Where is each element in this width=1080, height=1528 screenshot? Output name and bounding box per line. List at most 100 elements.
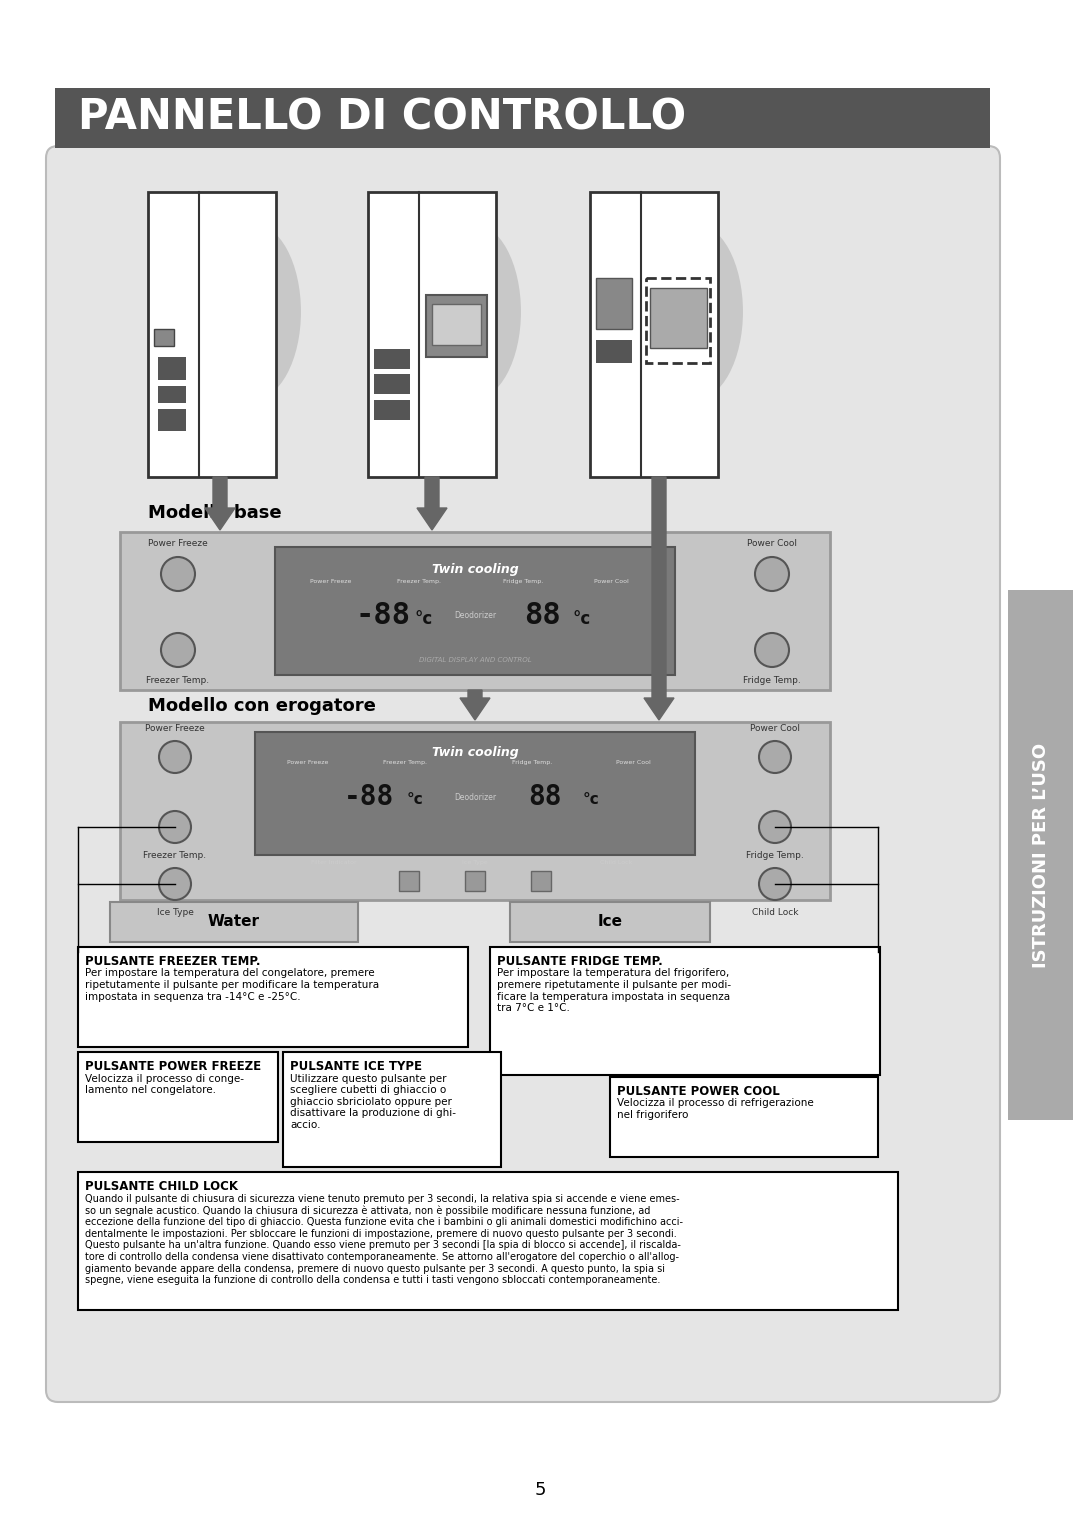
Text: Power Freeze: Power Freeze [145, 724, 205, 733]
Text: Per impostare la temperatura del congelatore, premere
ripetutamente il pulsante : Per impostare la temperatura del congela… [85, 969, 379, 1002]
Text: Fridge Temp.: Fridge Temp. [503, 579, 543, 584]
Text: Fridge Temp.: Fridge Temp. [743, 675, 801, 685]
Text: DIGITAL DISPLAY AND CONTROL: DIGITAL DISPLAY AND CONTROL [419, 657, 531, 663]
Text: 88: 88 [528, 782, 563, 811]
Text: Velocizza il processo di refrigerazione
nel frigorifero: Velocizza il processo di refrigerazione … [617, 1099, 813, 1120]
Text: Child Lock: Child Lock [599, 860, 632, 865]
Text: Child Lock: Child Lock [752, 908, 798, 917]
Bar [110, 902, 357, 941]
Text: Freezer Temp.: Freezer Temp. [147, 675, 210, 685]
Text: Ice: Ice [597, 914, 622, 929]
Circle shape [159, 868, 191, 900]
Bar [159, 358, 187, 380]
Text: PULSANTE POWER FREEZE: PULSANTE POWER FREEZE [85, 1060, 261, 1073]
Text: PULSANTE FRIDGE TEMP.: PULSANTE FRIDGE TEMP. [497, 955, 663, 969]
Bar [120, 532, 831, 691]
Text: Freezer Temp.: Freezer Temp. [144, 851, 206, 860]
Text: °c: °c [583, 793, 599, 807]
Text: -88: -88 [355, 602, 410, 631]
Circle shape [755, 558, 789, 591]
Bar [368, 193, 496, 477]
Ellipse shape [424, 223, 521, 400]
Text: PULSANTE ICE TYPE: PULSANTE ICE TYPE [291, 1060, 422, 1073]
Circle shape [759, 811, 791, 843]
Text: Power Cool: Power Cool [747, 539, 797, 549]
Text: Power Freeze: Power Freeze [310, 579, 352, 584]
Text: ISTRUZIONI PER L’USO: ISTRUZIONI PER L’USO [1031, 743, 1050, 967]
Bar [610, 1077, 878, 1157]
Bar [375, 348, 410, 368]
Text: -88: -88 [345, 782, 394, 811]
Text: Modello base: Modello base [148, 504, 282, 523]
Bar [78, 1051, 278, 1141]
Circle shape [161, 558, 195, 591]
Text: Deodorizer: Deodorizer [454, 611, 496, 620]
Bar [275, 547, 675, 675]
Bar [375, 400, 410, 420]
Bar [120, 723, 831, 900]
Polygon shape [417, 477, 447, 530]
Bar [649, 287, 707, 347]
Bar [426, 295, 487, 358]
Bar [399, 871, 419, 891]
Text: Power Cool: Power Cool [616, 759, 651, 766]
Bar [510, 902, 710, 941]
Bar [590, 193, 718, 477]
Text: PANNELLO DI CONTROLLO: PANNELLO DI CONTROLLO [78, 96, 686, 139]
Text: 88: 88 [525, 602, 562, 631]
Text: Power Freeze: Power Freeze [148, 539, 207, 549]
Text: Velocizza il processo di conge-
lamento nel congelatore.: Velocizza il processo di conge- lamento … [85, 1074, 244, 1096]
Text: Power Freeze: Power Freeze [287, 759, 328, 766]
FancyBboxPatch shape [46, 147, 1000, 1403]
Text: Fridge Temp.: Fridge Temp. [746, 851, 804, 860]
Bar [78, 1172, 897, 1309]
Bar [255, 732, 696, 856]
Bar [465, 871, 485, 891]
Text: Ice Type: Ice Type [462, 860, 488, 865]
Ellipse shape [205, 223, 301, 400]
Text: Twin cooling: Twin cooling [432, 746, 518, 759]
Bar [1008, 590, 1074, 1120]
Text: Utilizzare questo pulsante per
scegliere cubetti di ghiaccio o
ghiaccio sbriciol: Utilizzare questo pulsante per scegliere… [291, 1074, 456, 1129]
Bar [154, 329, 174, 345]
Polygon shape [460, 691, 490, 720]
Text: Ice Type: Ice Type [157, 908, 193, 917]
Text: °c: °c [573, 610, 591, 628]
Bar [159, 385, 187, 403]
Text: Modello con erogatore: Modello con erogatore [148, 697, 376, 715]
Circle shape [755, 633, 789, 668]
Bar [159, 408, 187, 431]
Text: PULSANTE FREEZER TEMP.: PULSANTE FREEZER TEMP. [85, 955, 260, 969]
Circle shape [161, 633, 195, 668]
Text: 5: 5 [535, 1481, 545, 1499]
Polygon shape [644, 477, 674, 720]
Text: Per impostare la temperatura del frigorifero,
premere ripetutamente il pulsante : Per impostare la temperatura del frigori… [497, 969, 731, 1013]
Text: Twin cooling: Twin cooling [432, 562, 518, 576]
Bar [596, 341, 632, 364]
Circle shape [759, 868, 791, 900]
Bar [78, 947, 468, 1047]
Text: PULSANTE POWER COOL: PULSANTE POWER COOL [617, 1085, 780, 1099]
Text: Water: Water [208, 914, 260, 929]
Polygon shape [205, 477, 235, 530]
Bar [375, 374, 410, 394]
Text: °c: °c [415, 610, 433, 628]
Text: Quando il pulsante di chiusura di sicurezza viene tenuto premuto per 3 secondi, : Quando il pulsante di chiusura di sicure… [85, 1193, 683, 1285]
Bar [283, 1051, 501, 1167]
Bar [646, 278, 711, 364]
Text: Freezer Temp.: Freezer Temp. [382, 759, 427, 766]
Circle shape [159, 811, 191, 843]
Text: Deodorizer: Deodorizer [454, 793, 496, 802]
Bar [531, 871, 551, 891]
Bar [148, 193, 276, 477]
Text: PULSANTE CHILD LOCK: PULSANTE CHILD LOCK [85, 1180, 238, 1193]
Text: °c: °c [407, 793, 423, 807]
Text: Freezer Temp.: Freezer Temp. [397, 579, 441, 584]
Bar [432, 304, 481, 345]
Circle shape [159, 741, 191, 773]
Bar [596, 278, 632, 329]
Circle shape [759, 741, 791, 773]
Bar [55, 89, 990, 148]
Ellipse shape [647, 223, 743, 400]
Bar [490, 947, 880, 1076]
